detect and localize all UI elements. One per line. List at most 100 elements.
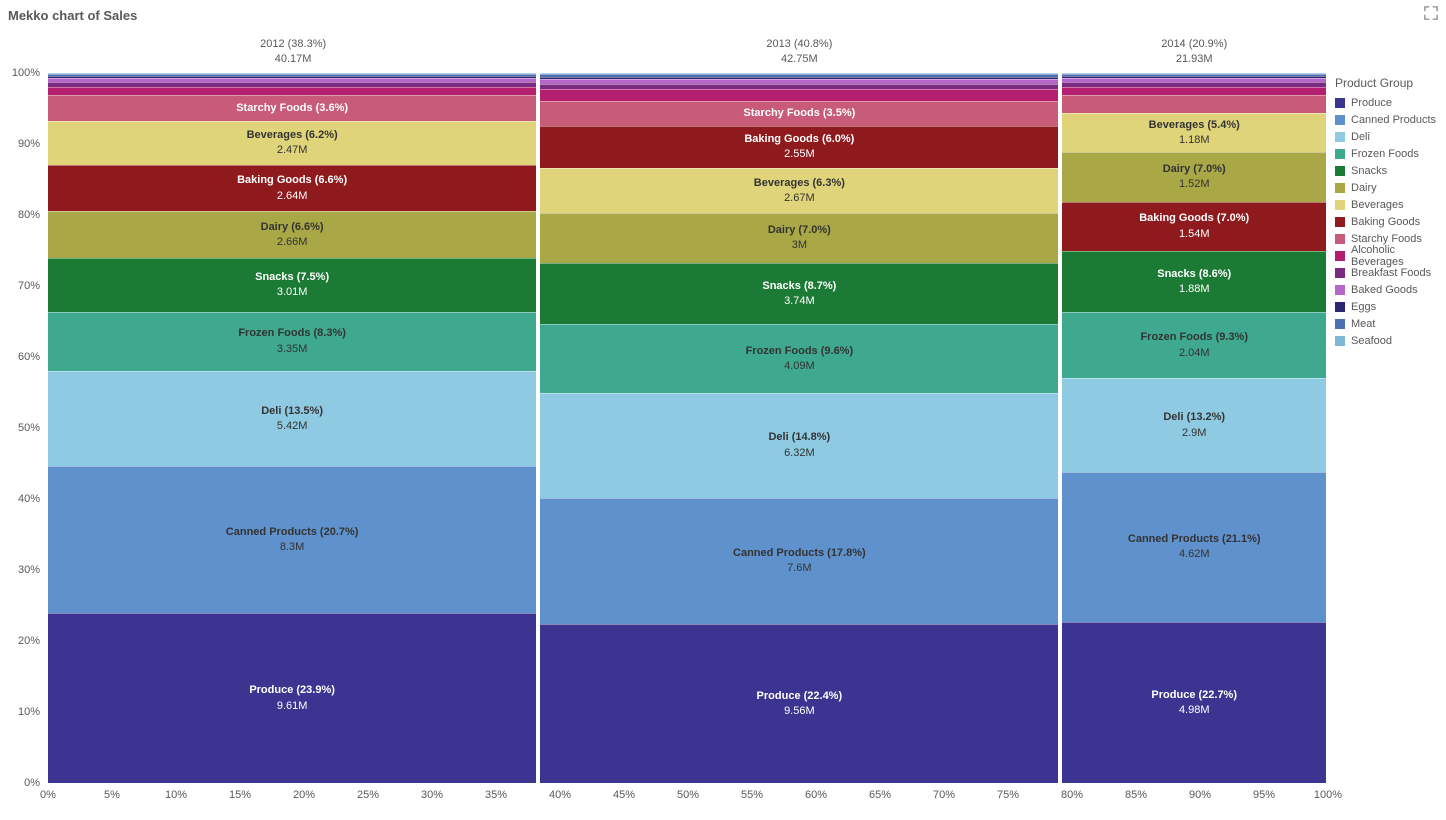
segment-snacks[interactable]: Snacks (7.5%)3.01M bbox=[48, 258, 536, 311]
segment-label: Baking Goods (6.6%) bbox=[237, 173, 347, 188]
segment-canned-products[interactable]: Canned Products (21.1%)4.62M bbox=[1062, 472, 1326, 622]
segment-starchy-foods[interactable] bbox=[1062, 95, 1326, 113]
x-tick: 20% bbox=[293, 789, 315, 801]
legend-item[interactable]: Eggs bbox=[1335, 298, 1446, 315]
x-tick: 80% bbox=[1061, 789, 1083, 801]
segment-produce[interactable]: Produce (22.4%)9.56M bbox=[540, 624, 1058, 783]
segment-label: Starchy Foods (3.6%) bbox=[236, 101, 348, 116]
segment-snacks[interactable]: Snacks (8.7%)3.74M bbox=[540, 263, 1058, 325]
segment-eggs[interactable] bbox=[1062, 76, 1326, 78]
segment-label: Frozen Foods (9.3%) bbox=[1140, 330, 1248, 345]
segment-baked-goods[interactable] bbox=[48, 78, 536, 82]
y-tick: 50% bbox=[0, 422, 40, 434]
legend-item[interactable]: Seafood bbox=[1335, 332, 1446, 349]
segment-value: 1.18M bbox=[1179, 133, 1210, 148]
legend-item[interactable]: Frozen Foods bbox=[1335, 145, 1446, 162]
legend-label: Seafood bbox=[1351, 335, 1392, 347]
segment-baked-goods[interactable] bbox=[540, 79, 1058, 83]
y-tick: 10% bbox=[0, 706, 40, 718]
legend-item[interactable]: Beverages bbox=[1335, 196, 1446, 213]
legend-item[interactable]: Snacks bbox=[1335, 162, 1446, 179]
segment-breakfast-foods[interactable] bbox=[48, 82, 536, 87]
segment-label: Starchy Foods (3.5%) bbox=[743, 106, 855, 121]
segment-breakfast-foods[interactable] bbox=[1062, 82, 1326, 87]
legend-swatch bbox=[1335, 115, 1345, 125]
legend-label: Dairy bbox=[1351, 182, 1377, 194]
segment-beverages[interactable]: Beverages (6.3%)2.67M bbox=[540, 168, 1058, 213]
segment-alcoholic-beverages[interactable] bbox=[48, 87, 536, 96]
segment-snacks[interactable]: Snacks (8.6%)1.88M bbox=[1062, 251, 1326, 312]
segment-frozen-foods[interactable]: Frozen Foods (9.3%)2.04M bbox=[1062, 312, 1326, 378]
segment-baked-goods[interactable] bbox=[1062, 78, 1326, 82]
segment-label: Frozen Foods (8.3%) bbox=[238, 326, 346, 341]
segment-starchy-foods[interactable]: Starchy Foods (3.5%) bbox=[540, 101, 1058, 126]
segment-value: 4.98M bbox=[1179, 703, 1210, 718]
legend-item[interactable]: Baked Goods bbox=[1335, 281, 1446, 298]
column-header-line2: 42.75M bbox=[538, 52, 1060, 67]
x-tick: 65% bbox=[869, 789, 891, 801]
segment-breakfast-foods[interactable] bbox=[540, 84, 1058, 90]
segment-eggs[interactable] bbox=[48, 76, 536, 78]
legend-item[interactable]: Dairy bbox=[1335, 179, 1446, 196]
segment-label: Snacks (8.7%) bbox=[762, 279, 836, 294]
legend-label: Canned Products bbox=[1351, 114, 1436, 126]
column-header-2014: 2014 (20.9%)21.93M bbox=[1060, 37, 1328, 68]
segment-label: Produce (23.9%) bbox=[249, 683, 335, 698]
chart-title: Mekko chart of Sales bbox=[8, 8, 137, 23]
segment-value: 7.6M bbox=[787, 561, 811, 576]
legend-label: Alcoholic Beverages bbox=[1351, 244, 1446, 268]
segment-canned-products[interactable]: Canned Products (20.7%)8.3M bbox=[48, 466, 536, 613]
legend-label: Deli bbox=[1351, 131, 1370, 143]
legend-item[interactable]: Canned Products bbox=[1335, 111, 1446, 128]
segment-beverages[interactable]: Beverages (6.2%)2.47M bbox=[48, 121, 536, 165]
segment-value: 3.35M bbox=[277, 342, 308, 357]
segment-dairy[interactable]: Dairy (7.0%)1.52M bbox=[1062, 152, 1326, 202]
segment-label: Baking Goods (7.0%) bbox=[1139, 211, 1249, 226]
segment-seafood[interactable] bbox=[48, 73, 536, 74]
mekko-column-2012: Produce (23.9%)9.61MCanned Products (20.… bbox=[48, 73, 538, 783]
legend-item[interactable]: Baking Goods bbox=[1335, 213, 1446, 230]
segment-alcoholic-beverages[interactable] bbox=[1062, 87, 1326, 96]
segment-value: 2.64M bbox=[277, 189, 308, 204]
expand-icon[interactable] bbox=[1424, 6, 1438, 20]
segment-starchy-foods[interactable]: Starchy Foods (3.6%) bbox=[48, 95, 536, 121]
segment-dairy[interactable]: Dairy (6.6%)2.66M bbox=[48, 211, 536, 258]
segment-produce[interactable]: Produce (23.9%)9.61M bbox=[48, 613, 536, 783]
segment-produce[interactable]: Produce (22.7%)4.98M bbox=[1062, 622, 1326, 783]
segment-deli[interactable]: Deli (13.5%)5.42M bbox=[48, 371, 536, 467]
legend-item[interactable]: Produce bbox=[1335, 94, 1446, 111]
segment-value: 4.09M bbox=[784, 359, 815, 374]
segment-baking-goods[interactable]: Baking Goods (6.0%)2.55M bbox=[540, 126, 1058, 169]
y-tick: 100% bbox=[0, 67, 40, 79]
legend-swatch bbox=[1335, 132, 1345, 142]
legend-label: Meat bbox=[1351, 318, 1375, 330]
segment-seafood[interactable] bbox=[540, 73, 1058, 74]
segment-meat[interactable] bbox=[48, 74, 536, 75]
legend-item[interactable]: Meat bbox=[1335, 315, 1446, 332]
segment-eggs[interactable] bbox=[540, 77, 1058, 80]
segment-label: Snacks (8.6%) bbox=[1157, 267, 1231, 282]
segment-baking-goods[interactable]: Baking Goods (7.0%)1.54M bbox=[1062, 202, 1326, 252]
segment-frozen-foods[interactable]: Frozen Foods (8.3%)3.35M bbox=[48, 312, 536, 371]
segment-value: 4.62M bbox=[1179, 547, 1210, 562]
segment-baking-goods[interactable]: Baking Goods (6.6%)2.64M bbox=[48, 165, 536, 212]
legend-item[interactable]: Deli bbox=[1335, 128, 1446, 145]
segment-dairy[interactable]: Dairy (7.0%)3M bbox=[540, 213, 1058, 263]
segment-deli[interactable]: Deli (14.8%)6.32M bbox=[540, 393, 1058, 498]
x-tick: 30% bbox=[421, 789, 443, 801]
legend-item[interactable]: Alcoholic Beverages bbox=[1335, 247, 1446, 264]
segment-meat[interactable] bbox=[1062, 74, 1326, 75]
legend-swatch bbox=[1335, 183, 1345, 193]
segment-canned-products[interactable]: Canned Products (17.8%)7.6M bbox=[540, 498, 1058, 624]
segment-deli[interactable]: Deli (13.2%)2.9M bbox=[1062, 378, 1326, 472]
legend: Product GroupProduceCanned ProductsDeliF… bbox=[1335, 76, 1446, 349]
segment-meat[interactable] bbox=[540, 74, 1058, 76]
legend-item[interactable]: Breakfast Foods bbox=[1335, 264, 1446, 281]
segment-alcoholic-beverages[interactable] bbox=[540, 89, 1058, 100]
mekko-column-2013: Produce (22.4%)9.56MCanned Products (17.… bbox=[538, 73, 1060, 783]
x-tick: 10% bbox=[165, 789, 187, 801]
segment-seafood[interactable] bbox=[1062, 73, 1326, 74]
segment-frozen-foods[interactable]: Frozen Foods (9.6%)4.09M bbox=[540, 324, 1058, 392]
x-tick: 50% bbox=[677, 789, 699, 801]
segment-beverages[interactable]: Beverages (5.4%)1.18M bbox=[1062, 113, 1326, 151]
